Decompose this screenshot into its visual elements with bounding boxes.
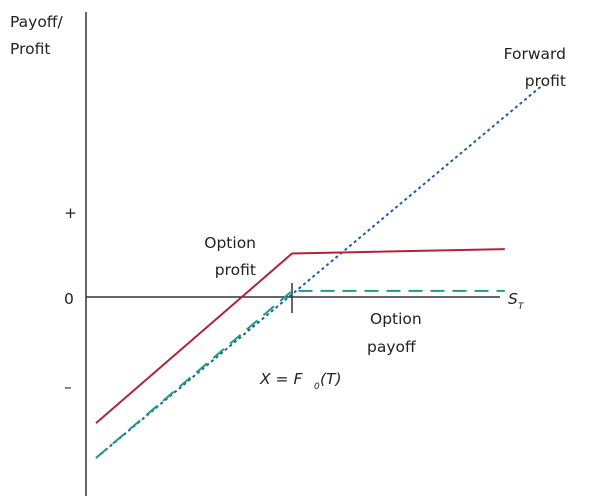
y-axis-label-line-2: Profit [10,40,50,58]
forward-profit-label-line-1: Forward [504,45,566,63]
x-axis-label-main: S [508,290,518,308]
strike-label-main: X = F [259,370,303,388]
option-profit-label-line-1: Option [204,234,256,252]
y-tick-minus: – [64,378,72,396]
option-payoff-label-line-1: Option [370,310,422,328]
strike-label: X = F 0 (T) [259,370,342,392]
strike-label-subscript: 0 [314,382,320,392]
forward-profit-line [95,83,545,459]
y-tick-zero: 0 [64,290,74,308]
y-tick-plus: + [64,204,77,222]
option-profit-line [95,248,505,424]
option-profit-label-line-2: profit [215,261,256,279]
x-axis-label-subscript: T [518,302,525,312]
strike-label-suffix: (T) [320,370,342,388]
option-payoff-label-line-2: payoff [367,338,416,356]
y-axis-label-line-1: Payoff/ [10,13,63,31]
forward-profit-label-line-2: profit [525,72,566,90]
option-payoff-line [95,289,505,459]
x-axis-label: S T [508,290,525,312]
